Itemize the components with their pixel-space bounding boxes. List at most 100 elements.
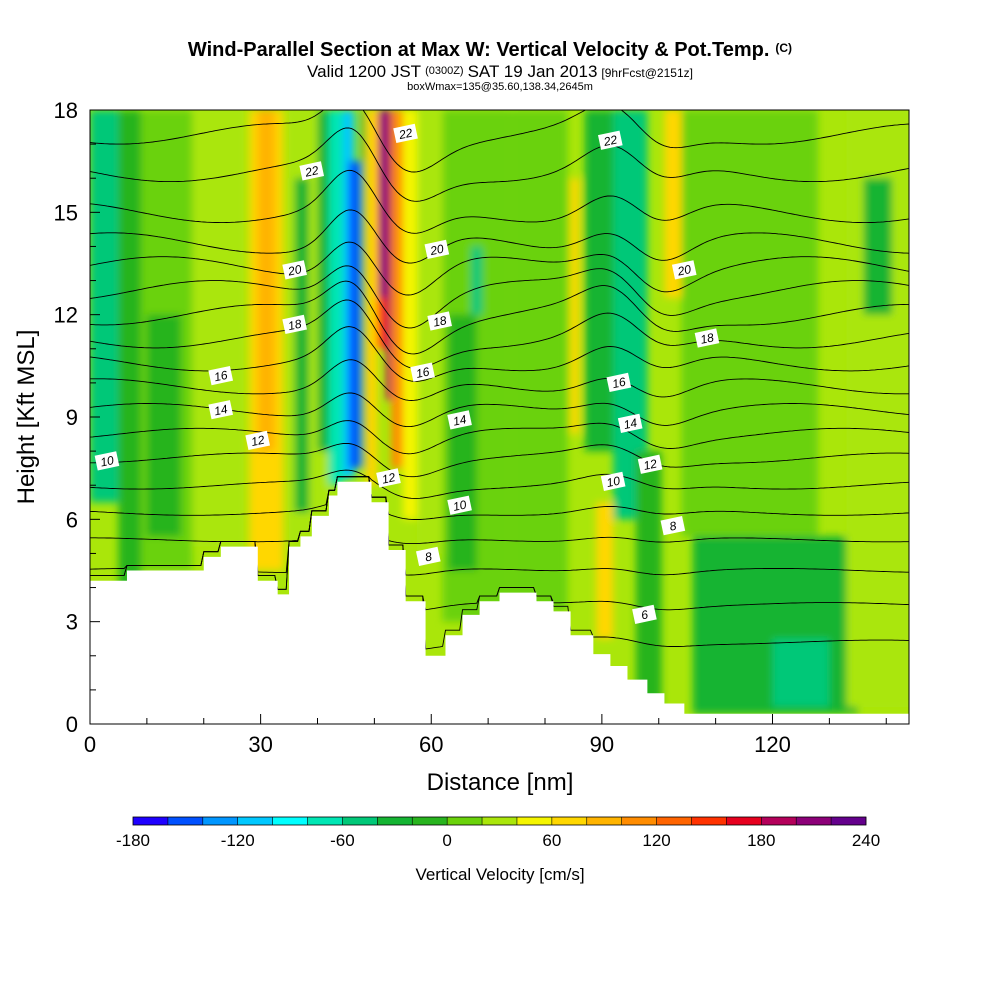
isentrope-label-box xyxy=(694,328,720,348)
x-tick-label: 60 xyxy=(419,732,443,757)
colorbar-swatch xyxy=(342,817,378,825)
isentrope-label-text: 16 xyxy=(415,364,431,381)
isentrope-label-text: 18 xyxy=(432,313,448,330)
isentrope-label: 22 xyxy=(597,130,623,150)
valid-prefix: Valid 1200 JST xyxy=(307,62,421,81)
forecast-info: [9hrFcst@2151z] xyxy=(601,66,693,80)
y-tick-label: 6 xyxy=(66,507,78,532)
isentrope-label: 16 xyxy=(410,362,435,382)
isentrope-label-text: 14 xyxy=(622,416,638,433)
isentrope-line xyxy=(90,241,909,296)
isentrope-label-text: 12 xyxy=(381,470,397,487)
isentrope-label: 14 xyxy=(447,410,472,430)
colorbar-swatch xyxy=(831,817,867,825)
colorbar-swatch xyxy=(133,817,169,825)
colorbar-swatch xyxy=(656,817,692,825)
colorbar-tick-label: -60 xyxy=(330,831,355,850)
x-tick-label: 0 xyxy=(84,732,96,757)
velocity-cell xyxy=(772,638,830,707)
isentrope-label-text: 18 xyxy=(699,330,715,347)
colorbar-swatch xyxy=(377,817,413,825)
isentrope-label-box xyxy=(376,468,401,488)
y-axis-label: Height [Kft MSL] xyxy=(13,330,40,505)
terrain-mask xyxy=(90,481,909,724)
isentrope-label-text: 20 xyxy=(286,262,303,279)
isentrope-label-text: 20 xyxy=(675,262,692,279)
y-tick-label: 15 xyxy=(54,200,78,225)
isentrope-line xyxy=(90,469,909,499)
velocity-cell xyxy=(471,246,483,315)
isentrope-label: 20 xyxy=(671,260,697,280)
velocity-cell xyxy=(146,314,181,537)
isentrope-label: 20 xyxy=(424,239,450,259)
colorbar: -180 -120 -60 0 60 120 180 240 xyxy=(116,816,880,850)
isentrope-label: 14 xyxy=(617,413,643,433)
colorbar-tick-label: 180 xyxy=(747,831,775,850)
plot-area: 22 20 18 16 14 12 10 22 20 18 16 14 12 10 8 22 20 18 16 14 1… xyxy=(90,110,909,724)
isentrope-label-box xyxy=(632,604,657,624)
velocity-cell xyxy=(448,314,477,571)
isentrope-label: 12 xyxy=(245,430,270,451)
colorbar-tick-label: -180 xyxy=(116,831,150,850)
valid-time: Valid 1200 JST (0300Z) SAT 19 Jan 2013 [9hr… xyxy=(307,62,693,81)
isentrope-label-text: 10 xyxy=(605,474,621,491)
y-axis: 0 3 6 9 12 15 18 xyxy=(54,98,100,737)
isentrope-label-text: 10 xyxy=(99,453,115,470)
colorbar-tick-label: 240 xyxy=(852,831,880,850)
velocity-cell xyxy=(317,110,332,452)
isentrope-label-box xyxy=(447,410,472,430)
velocity-cell xyxy=(192,110,244,547)
isentrope-label: 16 xyxy=(606,372,632,393)
isentrope-label: 22 xyxy=(299,161,325,181)
isentrope-label-box xyxy=(94,451,120,471)
x-axis: 0 30 60 90 120 xyxy=(84,714,887,757)
isentrope-label-box xyxy=(637,454,663,474)
colorbar-tick-label: -120 xyxy=(221,831,255,850)
isentrope-label: 12 xyxy=(637,454,663,474)
colorbar-swatch xyxy=(761,817,797,825)
isentrope-label-text: 14 xyxy=(213,402,229,419)
isentrope-line xyxy=(90,299,909,369)
isentrope-line xyxy=(90,359,909,401)
y-tick-label: 12 xyxy=(54,303,78,328)
colorbar-swatch xyxy=(412,817,448,825)
colorbar-swatch xyxy=(272,817,308,825)
y-tick-label: 18 xyxy=(54,98,78,123)
velocity-field xyxy=(90,110,909,724)
isentrope-label-box xyxy=(208,400,234,420)
isentrope-label-text: 22 xyxy=(601,132,618,149)
isentrope-label-box xyxy=(393,123,418,144)
chart-title-text: Wind-Parallel Section at Max W: Vertical… xyxy=(188,39,769,61)
colorbar-swatch xyxy=(307,817,343,825)
isentrope-label-text: 22 xyxy=(397,126,414,143)
isentrope-label-box xyxy=(600,471,626,491)
isentrope-label-text: 20 xyxy=(428,242,445,259)
isentrope-label: 12 xyxy=(376,468,401,488)
isentrope-line xyxy=(90,265,909,329)
isentrope-label-text: 14 xyxy=(452,412,468,429)
isentrope-line xyxy=(90,476,909,545)
colorbar-swatch xyxy=(796,817,832,825)
colorbar-swatch xyxy=(482,817,518,825)
velocity-cell xyxy=(294,178,309,513)
box-info: boxWmax=135@35.60,138.34,2645m xyxy=(407,81,593,93)
velocity-cell xyxy=(570,178,580,435)
x-axis-label: Distance [nm] xyxy=(427,769,574,796)
isentrope-labels: 22 20 18 16 14 12 10 22 20 18 16 14 12 10 8 22 20 18 16 14 1… xyxy=(94,123,720,624)
isentrope-label: 18 xyxy=(282,314,307,335)
velocity-cell xyxy=(385,110,395,400)
chart-title: Wind-Parallel Section at Max W: Vertical… xyxy=(188,39,792,61)
isentrope-line xyxy=(90,127,909,202)
isentrope-label: 8 xyxy=(415,546,441,566)
colorbar-swatch xyxy=(237,817,273,825)
colorbar-swatch xyxy=(726,817,762,825)
isentrope-label-box xyxy=(427,311,452,331)
colorbar-swatch xyxy=(551,817,588,825)
velocity-cell xyxy=(596,502,614,639)
isentrope-label-text: 10 xyxy=(452,497,468,514)
colorbar-tick-label: 60 xyxy=(542,831,561,850)
isentrope-label-box xyxy=(617,413,643,433)
isentrope-label-text: 8 xyxy=(668,519,678,534)
isentrope-label-box xyxy=(424,239,450,259)
copyright-mark: (C) xyxy=(775,41,792,55)
